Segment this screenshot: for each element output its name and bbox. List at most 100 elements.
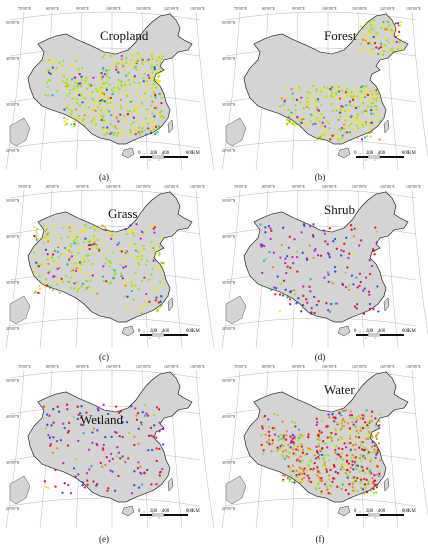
sample-point bbox=[333, 96, 336, 99]
sample-point bbox=[94, 235, 98, 238]
sample-point bbox=[300, 310, 303, 313]
sample-point bbox=[372, 35, 375, 39]
sample-point bbox=[111, 457, 114, 461]
sample-point bbox=[285, 434, 288, 437]
sample-point bbox=[150, 83, 153, 87]
sample-point bbox=[72, 237, 75, 240]
sample-point bbox=[302, 480, 305, 483]
sample-point bbox=[286, 118, 289, 121]
sample-point bbox=[63, 246, 67, 250]
sample-point bbox=[99, 461, 102, 465]
sample-point bbox=[300, 445, 303, 448]
sample-point bbox=[341, 283, 345, 287]
sample-point bbox=[135, 128, 138, 132]
sample-point bbox=[271, 439, 274, 442]
sample-point bbox=[364, 92, 367, 96]
sample-point bbox=[92, 427, 96, 430]
parallel-line bbox=[225, 189, 417, 199]
sample-point bbox=[367, 451, 370, 454]
sample-point bbox=[78, 84, 81, 87]
sample-point bbox=[137, 307, 140, 310]
latitude-label: 20°0'0"N bbox=[222, 327, 236, 331]
sample-point bbox=[337, 485, 341, 489]
sample-point bbox=[337, 453, 341, 456]
sample-point bbox=[77, 68, 80, 71]
sample-point bbox=[356, 95, 359, 98]
sample-point bbox=[386, 27, 390, 30]
sample-point bbox=[87, 254, 90, 257]
sample-point bbox=[133, 109, 136, 112]
neighbour-land bbox=[225, 117, 247, 147]
sample-point bbox=[387, 41, 390, 44]
sample-point bbox=[289, 467, 292, 470]
sample-point bbox=[351, 98, 355, 101]
sample-point bbox=[353, 103, 357, 106]
sample-point bbox=[84, 279, 87, 282]
sample-point bbox=[132, 116, 135, 119]
sample-point bbox=[122, 119, 126, 122]
sample-point bbox=[55, 60, 58, 63]
sample-point bbox=[48, 414, 51, 417]
sample-point bbox=[44, 93, 47, 97]
sample-point bbox=[328, 255, 331, 259]
sample-point bbox=[63, 426, 66, 430]
sample-point bbox=[159, 61, 162, 65]
sample-point bbox=[371, 95, 374, 98]
sample-point bbox=[151, 100, 154, 103]
sample-point bbox=[288, 480, 291, 483]
sample-point bbox=[352, 128, 355, 131]
neighbour-land bbox=[9, 295, 31, 325]
sample-point bbox=[291, 448, 295, 451]
sample-point bbox=[289, 266, 292, 270]
sample-point bbox=[73, 287, 76, 290]
sample-point bbox=[120, 415, 124, 419]
sample-point bbox=[362, 417, 365, 420]
sample-point bbox=[116, 243, 119, 246]
sample-point bbox=[89, 243, 93, 247]
sample-point bbox=[359, 51, 362, 54]
sample-point bbox=[72, 85, 76, 88]
scale-tick-label: 0 bbox=[138, 329, 141, 334]
sample-point bbox=[339, 254, 343, 257]
sample-point bbox=[68, 257, 71, 260]
sample-point bbox=[45, 405, 48, 408]
sample-point bbox=[102, 94, 105, 97]
sample-point bbox=[291, 98, 295, 101]
sample-point bbox=[336, 485, 339, 488]
sample-point bbox=[139, 96, 143, 99]
sample-point bbox=[35, 228, 39, 231]
sample-point bbox=[103, 73, 106, 76]
sample-point bbox=[325, 468, 328, 471]
sample-point bbox=[351, 482, 354, 486]
latitude-label: 50°0'0"N bbox=[6, 379, 20, 383]
sample-point bbox=[94, 120, 97, 123]
sample-point bbox=[133, 229, 136, 232]
sample-point bbox=[78, 93, 81, 97]
sample-point bbox=[97, 105, 100, 109]
sample-point bbox=[295, 98, 299, 102]
sample-point bbox=[117, 62, 120, 65]
sample-point bbox=[64, 81, 67, 84]
sample-point bbox=[325, 302, 328, 305]
sample-point bbox=[96, 238, 100, 242]
sample-point bbox=[334, 451, 337, 454]
sample-point bbox=[160, 96, 163, 100]
sample-point bbox=[71, 260, 74, 264]
sample-point bbox=[360, 42, 363, 45]
sample-point bbox=[135, 257, 138, 261]
sample-point bbox=[273, 433, 277, 436]
sample-point bbox=[335, 429, 338, 432]
sample-point bbox=[355, 124, 358, 127]
sample-point bbox=[128, 98, 132, 102]
sample-point bbox=[82, 228, 85, 231]
sample-point bbox=[370, 410, 374, 413]
sample-point bbox=[303, 453, 307, 457]
sample-point bbox=[87, 115, 90, 118]
sample-point bbox=[147, 116, 151, 119]
sample-point bbox=[358, 470, 361, 473]
scale-tick-label: 0 bbox=[138, 509, 141, 514]
sample-point bbox=[152, 51, 155, 55]
sample-point bbox=[346, 468, 349, 472]
sample-point bbox=[338, 128, 341, 131]
